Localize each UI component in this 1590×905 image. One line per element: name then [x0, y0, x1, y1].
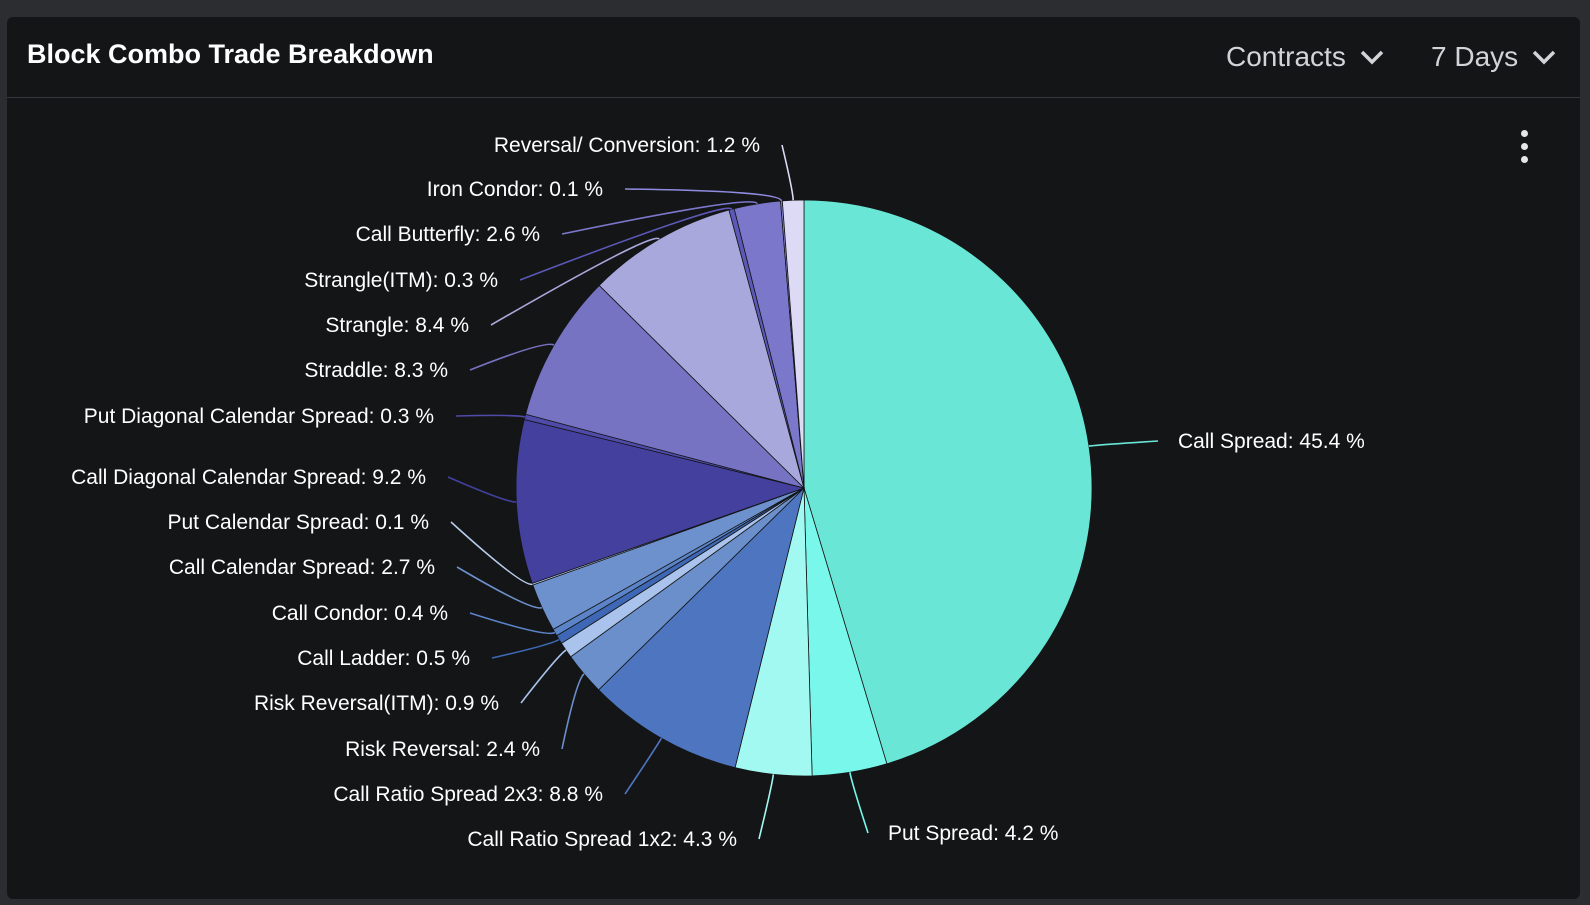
- slice-label: Call Butterfly: 2.6 %: [356, 223, 540, 246]
- leader-line: [450, 521, 533, 586]
- leader-line: [624, 737, 663, 795]
- leader-line: [490, 237, 660, 326]
- slice-label: Call Ratio Spread 2x3: 8.8 %: [333, 783, 603, 806]
- dot-icon: [1521, 143, 1528, 150]
- chart-card: Block Combo Trade Breakdown Contracts 7 …: [7, 17, 1580, 899]
- slice-label: Straddle: 8.3 %: [304, 359, 448, 382]
- slice-label: Call Ladder: 0.5 %: [297, 647, 470, 670]
- card-title: Block Combo Trade Breakdown: [27, 39, 434, 69]
- pie-chart: Call Spread: 45.4 % Put Spread: 4.2 % Call…: [71, 134, 1365, 851]
- slice-label: Iron Condor: 0.1 %: [427, 178, 603, 201]
- dot-icon: [1521, 156, 1528, 163]
- pie-slice[interactable]: [525, 284, 806, 489]
- slice-label: Call Spread: 45.4 %: [1178, 430, 1365, 453]
- slice-label: Call Calendar Spread: 2.7 %: [169, 556, 435, 579]
- slice-label: Put Spread: 4.2 %: [888, 822, 1058, 845]
- slice-labels: Call Spread: 45.4 % Put Spread: 4.2 % Call…: [71, 134, 1365, 851]
- leader-line: [455, 414, 526, 418]
- slice-label: Reversal/ Conversion: 1.2 %: [494, 134, 760, 157]
- slice-label: Put Diagonal Calendar Spread: 0.3 %: [84, 405, 434, 428]
- leader-line: [758, 774, 775, 840]
- leader-line: [469, 612, 556, 635]
- leader-line: [1088, 440, 1159, 447]
- pie-slice[interactable]: [515, 419, 806, 584]
- pie-slice[interactable]: [598, 209, 805, 490]
- chevron-down-icon: [1532, 50, 1556, 65]
- slice-label: Strangle: 8.4 %: [325, 314, 469, 337]
- metric-dropdown[interactable]: Contracts: [1226, 39, 1384, 75]
- slice-label: Put Calendar Spread: 0.1 %: [168, 511, 430, 534]
- leader-line: [456, 566, 543, 609]
- slice-label: Strangle(ITM): 0.3 %: [304, 269, 498, 292]
- leader-line: [447, 476, 517, 503]
- leader-lines: [447, 144, 1159, 840]
- range-dropdown[interactable]: 7 Days: [1431, 39, 1556, 75]
- slice-label: Risk Reversal(ITM): 0.9 %: [254, 692, 499, 715]
- leader-line: [561, 673, 585, 750]
- slice-label: Risk Reversal: 2.4 %: [345, 738, 540, 761]
- leader-line: [561, 201, 758, 235]
- leader-line: [491, 638, 560, 659]
- leader-line: [849, 772, 869, 834]
- pie-slice[interactable]: [781, 199, 805, 489]
- dot-icon: [1521, 130, 1528, 137]
- card-header: Block Combo Trade Breakdown Contracts 7 …: [7, 17, 1580, 98]
- slice-label: Call Ratio Spread 1x2: 4.3 %: [467, 828, 737, 851]
- slice-label: Call Condor: 0.4 %: [272, 602, 448, 625]
- leader-line: [519, 207, 733, 281]
- leader-line: [469, 343, 555, 371]
- chevron-down-icon: [1360, 50, 1384, 65]
- chart-menu-button[interactable]: [1517, 130, 1533, 166]
- leader-line: [520, 649, 567, 704]
- pie-slice[interactable]: [803, 199, 1093, 765]
- leader-line: [624, 188, 783, 202]
- leader-line: [781, 144, 794, 201]
- pie-slices: [515, 199, 1093, 777]
- slice-label: Call Diagonal Calendar Spread: 9.2 %: [71, 466, 426, 489]
- range-dropdown-label: 7 Days: [1431, 41, 1519, 72]
- metric-dropdown-label: Contracts: [1226, 41, 1346, 72]
